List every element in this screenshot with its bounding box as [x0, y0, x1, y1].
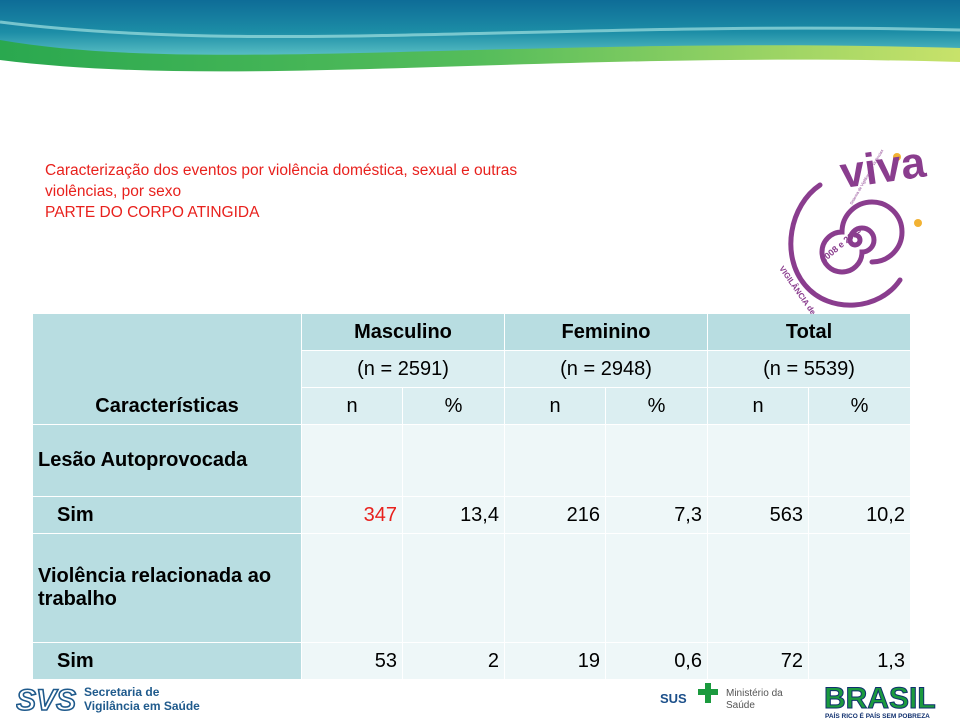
table-cell	[302, 425, 403, 497]
table-cell-total-n: 72	[708, 643, 809, 680]
group-count-masculino: (n = 2591)	[302, 351, 505, 388]
footer	[0, 680, 960, 720]
viva-logo: viva 2008 e 2009 VIGILÂNCIA de Violência…	[777, 145, 929, 320]
svs-logo-line-1: Secretaria de	[84, 685, 160, 699]
table-row: Violência relacionada ao trabalho	[33, 534, 911, 643]
characteristics-table: Características Masculino Feminino Total…	[33, 314, 911, 680]
table-cell-feminino-pct: 7,3	[606, 497, 708, 534]
group-header-feminino: Feminino	[505, 314, 708, 351]
table-cell	[606, 425, 708, 497]
table-cell-masculino-pct: 13,4	[403, 497, 505, 534]
sub-header-pct: %	[606, 388, 708, 425]
svs-logo: SVS Secretaria de Vigilância em Saúde	[16, 683, 200, 716]
ministerio-line-1: Ministério da	[726, 688, 783, 699]
table-cell-total-pct: 10,2	[809, 497, 911, 534]
group-count-feminino: (n = 2948)	[505, 351, 708, 388]
table-cell	[403, 425, 505, 497]
table-cell-masculino-n: 347	[302, 497, 403, 534]
sub-header-n: n	[708, 388, 809, 425]
table-cell	[809, 425, 911, 497]
heading-line-1: Caracterização dos eventos por violência…	[45, 162, 518, 179]
group-header-masculino: Masculino	[302, 314, 505, 351]
header-banner	[0, 0, 960, 90]
sub-header-pct: %	[403, 388, 505, 425]
table-cell	[505, 534, 606, 643]
group-header-total: Total	[708, 314, 911, 351]
row-label-lesao-autoprovocada: Lesão Autoprovocada	[33, 425, 302, 497]
sub-header-n: n	[505, 388, 606, 425]
group-count-total: (n = 5539)	[708, 351, 911, 388]
sub-header-n: n	[302, 388, 403, 425]
row-label-violencia-trabalho: Violência relacionada ao trabalho	[33, 534, 302, 643]
row-label-sim: Sim	[33, 643, 302, 680]
heading-line-2: violências, por sexo	[45, 183, 182, 200]
sus-logo-text: SUS	[660, 691, 687, 706]
table-cell-masculino-pct: 2	[403, 643, 505, 680]
brasil-logo-tagline: PAÍS RICO É PAÍS SEM POBREZA	[825, 711, 930, 720]
table-cell-total-n: 563	[708, 497, 809, 534]
table-cell-total-pct: 1,3	[809, 643, 911, 680]
table-cell	[809, 534, 911, 643]
table-cell	[708, 425, 809, 497]
table-cell	[403, 534, 505, 643]
heading-subtitle: PARTE DO CORPO ATINGIDA	[45, 204, 260, 221]
table-count-row: (n = 2591) (n = 2948) (n = 5539)	[33, 351, 911, 388]
svs-logo-mark: SVS	[16, 684, 76, 716]
ministerio-line-2: Saúde	[726, 700, 755, 711]
svs-logo-line-2: Vigilância em Saúde	[84, 699, 200, 713]
table-cell	[505, 425, 606, 497]
table-cell-masculino-n: 53	[302, 643, 403, 680]
table-cell	[302, 534, 403, 643]
brasil-logo-word: BRASIL	[824, 682, 936, 715]
table-cell-feminino-n: 216	[505, 497, 606, 534]
sub-header-pct: %	[809, 388, 911, 425]
table-cell	[606, 534, 708, 643]
health-cross-icon	[698, 683, 718, 703]
table-subheader-row: n % n % n %	[33, 388, 911, 425]
brasil-logo: BRASIL PAÍS RICO É PAÍS SEM POBREZA	[824, 682, 937, 720]
viva-logo-arc-text: VIGILÂNCIA de Violências e Acidentes	[777, 264, 868, 320]
table-row: Lesão Autoprovocada	[33, 425, 911, 497]
table-cell-feminino-n: 19	[505, 643, 606, 680]
row-header-label: Características	[33, 314, 302, 425]
table-cell	[708, 534, 809, 643]
slide-heading: Caracterização dos eventos por violência…	[45, 160, 725, 223]
row-label-sim: Sim	[33, 497, 302, 534]
table-row: Sim 53 2 19 0,6 72 1,3	[33, 643, 911, 680]
table-cell-feminino-pct: 0,6	[606, 643, 708, 680]
sus-ministerio-logo: SUS Ministério da Saúde	[660, 683, 783, 711]
table-row: Sim 347 13,4 216 7,3 563 10,2	[33, 497, 911, 534]
table-header-row: Características Masculino Feminino Total	[33, 314, 911, 425]
